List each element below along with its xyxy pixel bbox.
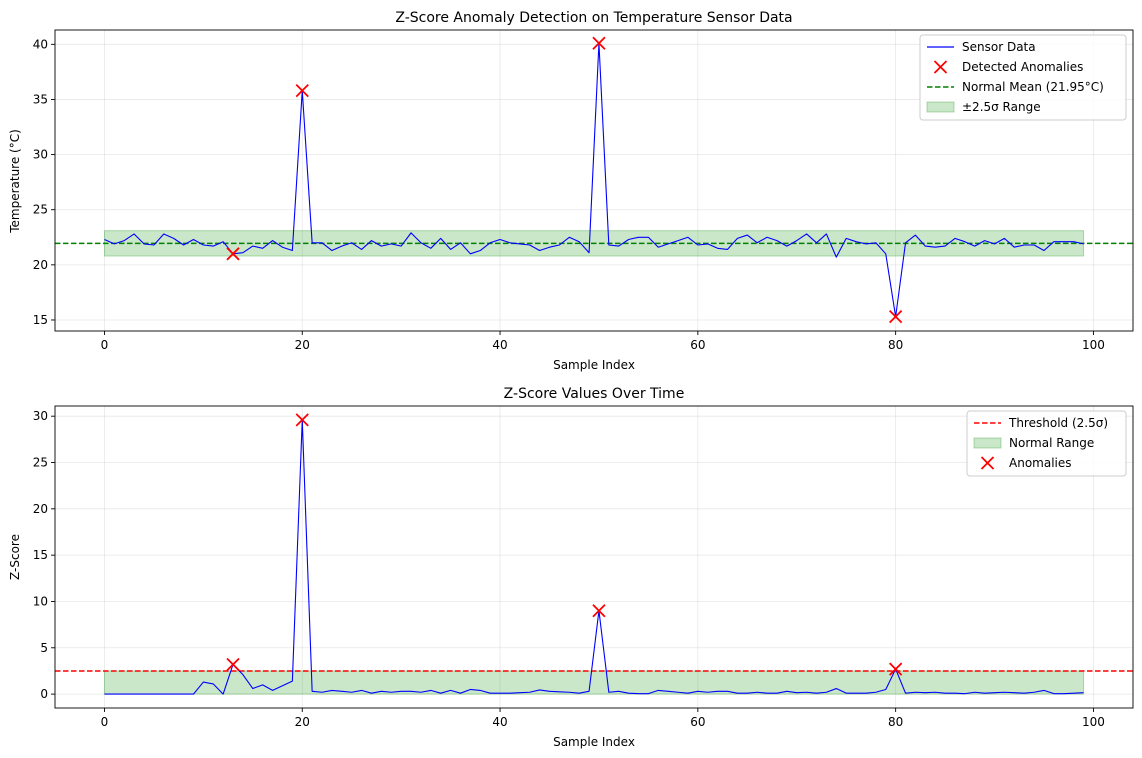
chart-title: Z-Score Values Over Time bbox=[504, 386, 685, 402]
x-tick-label: 60 bbox=[690, 338, 705, 352]
zscore-chart-panel: Z-Score Values Over Time Sample Index Z-… bbox=[8, 386, 1134, 749]
x-axis-label: Sample Index bbox=[553, 735, 635, 749]
anomaly-marker bbox=[295, 84, 309, 98]
legend-box bbox=[919, 34, 1127, 121]
legend-swatch-marker bbox=[980, 456, 995, 470]
y-axis-label: Z-Score bbox=[8, 534, 22, 580]
y-tick-label: 25 bbox=[33, 456, 48, 470]
x-axis-label: Sample Index bbox=[553, 358, 635, 372]
x-tick-label: 20 bbox=[295, 715, 310, 729]
anomaly-marker-stroke bbox=[295, 84, 309, 98]
legend: Sensor Data Detected Anomalies Normal Mean… bbox=[919, 34, 1127, 121]
y-tick-label: 20 bbox=[33, 258, 48, 272]
legend-label: Anomalies bbox=[1009, 456, 1072, 470]
anomaly-marker bbox=[592, 36, 606, 50]
x-tick-label: 40 bbox=[492, 338, 507, 352]
x-tick-label: 0 bbox=[101, 338, 109, 352]
legend-label: Threshold (2.5σ) bbox=[1008, 416, 1108, 430]
temperature-chart-panel: Z-Score Anomaly Detection on Temperature… bbox=[8, 10, 1134, 372]
legend: Threshold (2.5σ) Normal Range Anomalies bbox=[966, 410, 1127, 477]
anomaly-marker-stroke bbox=[592, 36, 606, 50]
legend-label: Normal Range bbox=[1009, 436, 1094, 450]
y-tick-label: 30 bbox=[33, 148, 48, 162]
legend-label: Sensor Data bbox=[962, 40, 1036, 54]
anomaly-marker-stroke bbox=[889, 662, 903, 676]
legend-swatch-patch bbox=[973, 437, 1002, 449]
legend-box bbox=[966, 410, 1127, 477]
plot-area: 0 20 40 60 80 100 0 5 10 15 20 25 30 Threshold (2.5σ)… bbox=[33, 405, 1134, 729]
y-tick-label: 35 bbox=[33, 92, 48, 106]
x-tick-label: 80 bbox=[888, 715, 903, 729]
anomaly-marker-stroke bbox=[592, 604, 606, 618]
anomaly-marker bbox=[226, 657, 240, 672]
y-tick-label: 40 bbox=[33, 37, 48, 51]
y-tick-label: 5 bbox=[40, 641, 48, 655]
legend-swatch-marker bbox=[933, 60, 948, 74]
x-tick-label: 100 bbox=[1082, 338, 1105, 352]
axes-frame bbox=[54, 29, 1134, 332]
legend-swatch-patch bbox=[926, 101, 955, 113]
anomaly-marker-stroke bbox=[226, 247, 240, 261]
y-tick-label: 20 bbox=[33, 502, 48, 516]
axes-frame bbox=[54, 405, 1134, 709]
x-tick-label: 100 bbox=[1082, 715, 1105, 729]
plot-area: 0 20 40 60 80 100 15 20 25 30 35 40 Sensor Data Detec… bbox=[33, 29, 1134, 352]
anomaly-marker-stroke bbox=[226, 657, 240, 672]
x-tick-label: 40 bbox=[492, 715, 507, 729]
x-tick-label: 60 bbox=[690, 715, 705, 729]
x-tick-label: 20 bbox=[295, 338, 310, 352]
anomaly-marker bbox=[226, 247, 240, 261]
series-line bbox=[104, 419, 1084, 695]
anomaly-marker bbox=[592, 604, 606, 618]
x-tick-label: 0 bbox=[101, 715, 109, 729]
y-tick-label: 0 bbox=[40, 687, 48, 701]
y-axis-label: Temperature (°C) bbox=[8, 129, 22, 234]
legend-label: Detected Anomalies bbox=[962, 60, 1083, 74]
y-tick-label: 15 bbox=[33, 313, 48, 327]
normal-range-band bbox=[103, 670, 1085, 695]
y-tick-label: 10 bbox=[33, 594, 48, 608]
x-tick-label: 80 bbox=[888, 338, 903, 352]
chart-title: Z-Score Anomaly Detection on Temperature… bbox=[395, 10, 792, 26]
legend-label: Normal Mean (21.95°C) bbox=[962, 80, 1104, 94]
anomaly-marker bbox=[889, 662, 903, 676]
anomaly-marker-stroke bbox=[295, 413, 309, 427]
anomaly-marker-stroke bbox=[889, 310, 903, 324]
y-tick-label: 30 bbox=[33, 409, 48, 423]
y-tick-label: 15 bbox=[33, 548, 48, 562]
anomaly-marker bbox=[295, 413, 309, 427]
anomaly-marker bbox=[889, 310, 903, 324]
legend-label: ±2.5σ Range bbox=[962, 100, 1041, 114]
series-line bbox=[104, 42, 1084, 318]
y-tick-label: 25 bbox=[33, 203, 48, 217]
